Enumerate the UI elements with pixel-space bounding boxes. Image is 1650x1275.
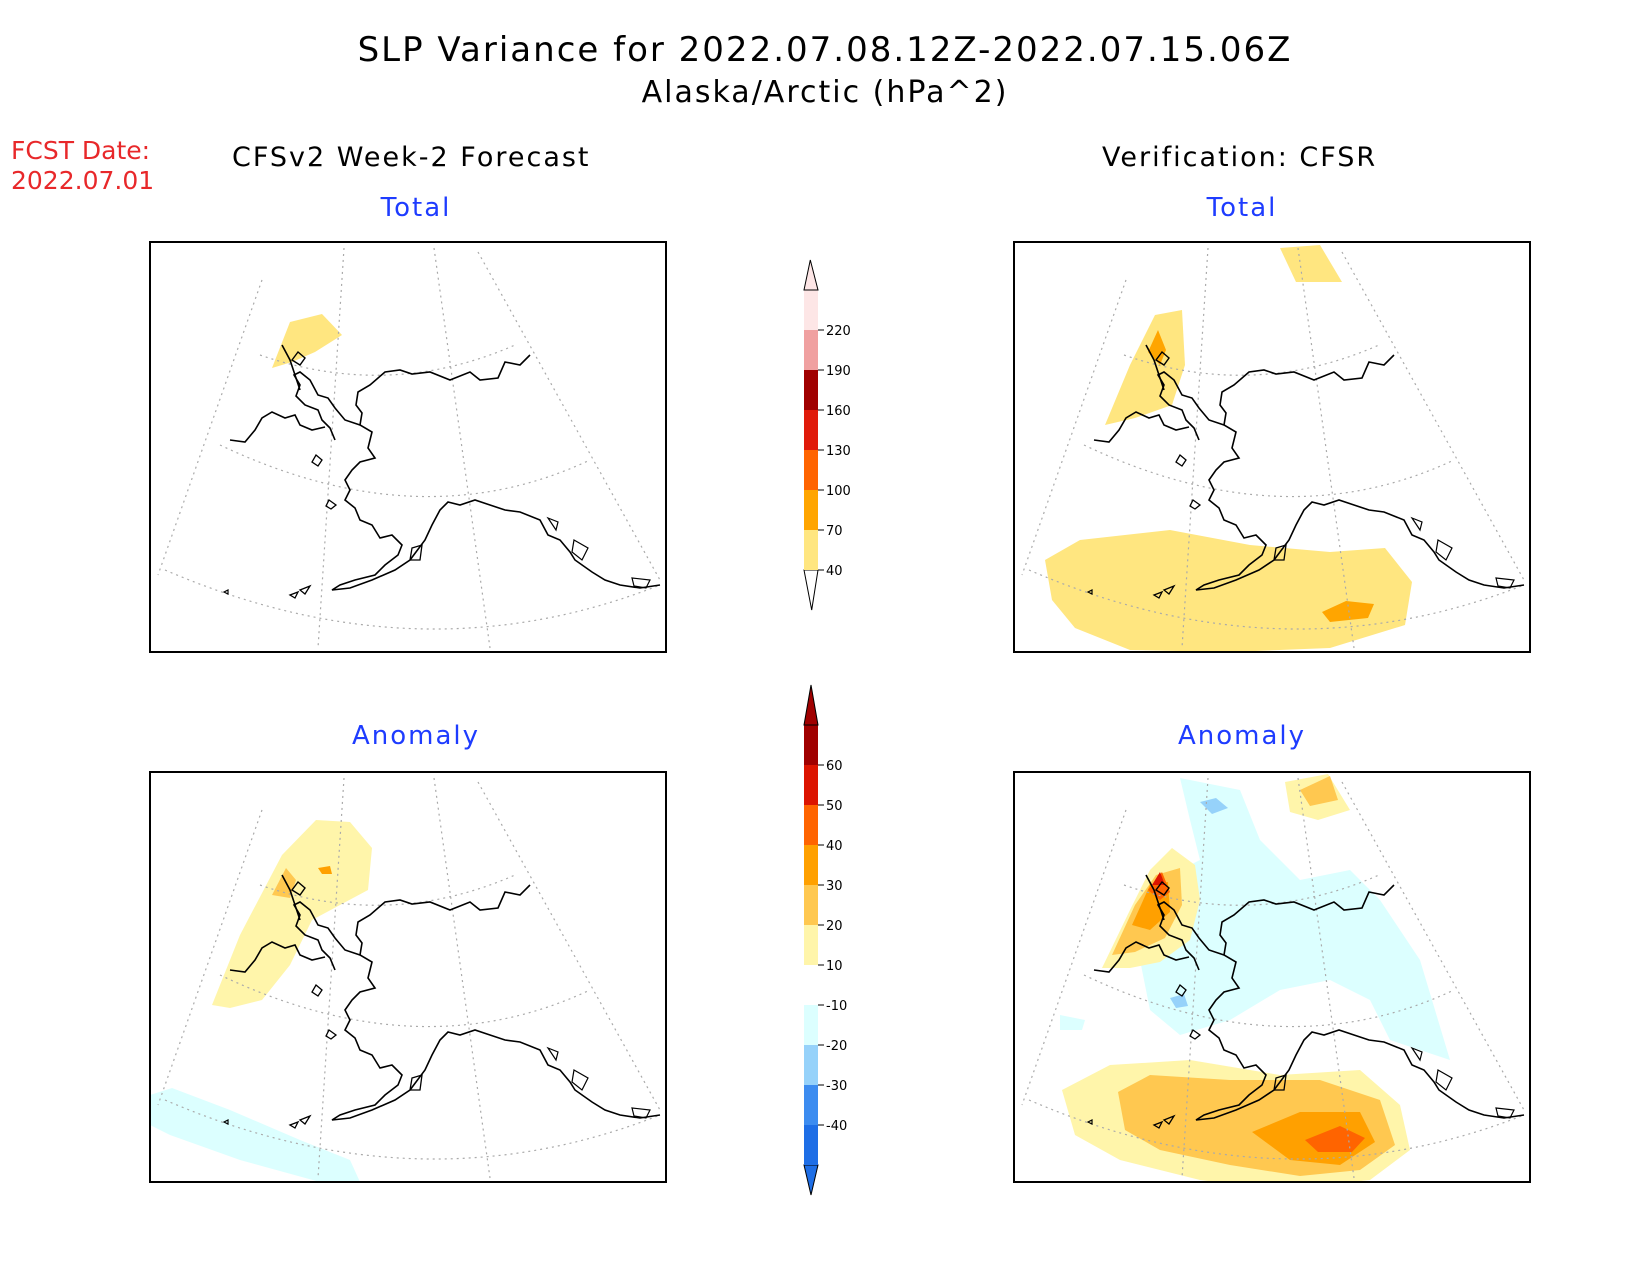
main-title: SLP Variance for 2022.07.08.12Z-2022.07.… [357,30,1293,70]
verification-anomaly-map [1013,771,1531,1183]
main-subtitle: Alaska/Arctic (hPa^2) [641,75,1009,110]
colorbar-anomaly-segment [804,765,818,805]
colorbar-total-segment [804,490,818,530]
colorbar-anomaly-segment [804,925,818,965]
colorbar-anomaly-tick-label: 10 [826,959,843,974]
colorbar-total-segment [804,530,818,570]
colorbar-total-tick-label: 190 [826,364,851,379]
colorbar-anomaly-segment [804,805,818,845]
colorbar-anomaly-tick-label: 60 [826,759,843,774]
colorbar-total-segment [804,370,818,410]
colorbar-anomaly-segment [804,965,818,1005]
colorbar-total: 40 70 100 130 160 190 220 [803,259,851,611]
colorbar-total-tick-label: 100 [826,484,851,499]
colorbar-total-tick-label: 160 [826,404,851,419]
verification-total-map [1013,241,1531,653]
colorbar-total-segment [804,290,818,330]
colorbar-anomaly-segment [804,1085,818,1125]
colorbar-anomaly-top-arrow [803,684,819,726]
colorbar-total-tick-label: 40 [826,564,843,579]
colorbar-total-top-arrow [803,259,819,291]
colorbar-total-segment [804,450,818,490]
colorbar-anomaly-tick-label: 50 [826,799,843,814]
colorbar-anomaly-segment [804,725,818,765]
fcst-date-label: FCST Date: [11,136,151,165]
colorbar-anomaly-tick-label: -40 [826,1119,847,1134]
colorbar-total-tick-label: 130 [826,444,851,459]
panel-title-verification-anomaly: Anomaly [1177,721,1307,751]
colorbar-anomaly-tick-label: 30 [826,879,843,894]
colorbar-total-tick-label: 70 [826,524,843,539]
colorbar-total-tick-label: 220 [826,324,851,339]
panel-title-forecast-total: Total [380,193,452,223]
forecast-column-heading: CFSv2 Week-2 Forecast [232,142,591,173]
fcst-date-value: 2022.07.01 [11,166,155,195]
colorbar-total-bottom-arrow [803,569,819,611]
colorbar-anomaly: -40 -30 -20 -10 10 20 30 40 50 60 [803,684,847,1196]
colorbar-anomaly-segment [804,1005,818,1045]
forecast-total-map [149,241,667,653]
colorbar-anomaly-segment [804,885,818,925]
colorbar-anomaly-bottom-arrow [803,1164,819,1196]
colorbar-total-segment [804,330,818,370]
colorbar-anomaly-segment [804,1125,818,1165]
panel-title-forecast-anomaly: Anomaly [351,721,481,751]
colorbar-total-segment [804,410,818,450]
colorbar-anomaly-tick-label: -20 [826,1039,847,1054]
colorbar-anomaly-segment [804,845,818,885]
colorbar-anomaly-tick-label: -10 [826,999,847,1014]
colorbar-anomaly-tick-label: -30 [826,1079,847,1094]
colorbar-anomaly-tick-label: 40 [826,839,843,854]
verification-column-heading: Verification: CFSR [1102,142,1378,173]
panel-title-verification-total: Total [1206,193,1278,223]
forecast-anomaly-map [149,771,667,1183]
colorbar-anomaly-segment [804,1045,818,1085]
colorbar-anomaly-tick-label: 20 [826,919,843,934]
